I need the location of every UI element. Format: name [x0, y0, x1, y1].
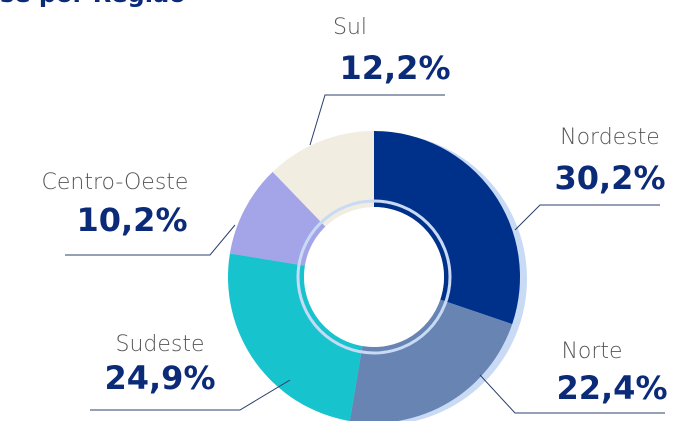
slice-name: Sudeste [115, 332, 204, 357]
leader-line [90, 379, 291, 411]
slice-name: Norte [561, 339, 622, 364]
leader-line [514, 204, 660, 231]
value-label: 30,2% [554, 159, 665, 197]
hole [304, 207, 444, 347]
donut-slice [227, 253, 363, 421]
leader-line [479, 374, 665, 414]
value-label: 12,2% [339, 49, 450, 87]
leader-line [65, 224, 236, 256]
slice-name: Centro-Oeste [42, 170, 189, 195]
slice-name: Nordeste [560, 125, 660, 150]
donut-slice [374, 131, 520, 325]
slice-name: Sul [333, 15, 367, 40]
leader-line [309, 94, 445, 146]
value-label: 22,4% [556, 369, 667, 407]
donut-slice [349, 299, 513, 421]
donut-slice [229, 171, 326, 266]
value-label: 10,2% [76, 201, 187, 239]
value-label: 24,9% [104, 359, 215, 397]
hole-edge [296, 199, 452, 355]
chart-title: se por Região [0, 0, 186, 8]
donut-slice [272, 131, 374, 227]
